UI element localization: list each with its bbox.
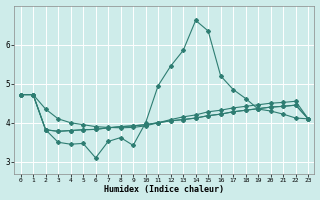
X-axis label: Humidex (Indice chaleur): Humidex (Indice chaleur)	[104, 185, 224, 194]
